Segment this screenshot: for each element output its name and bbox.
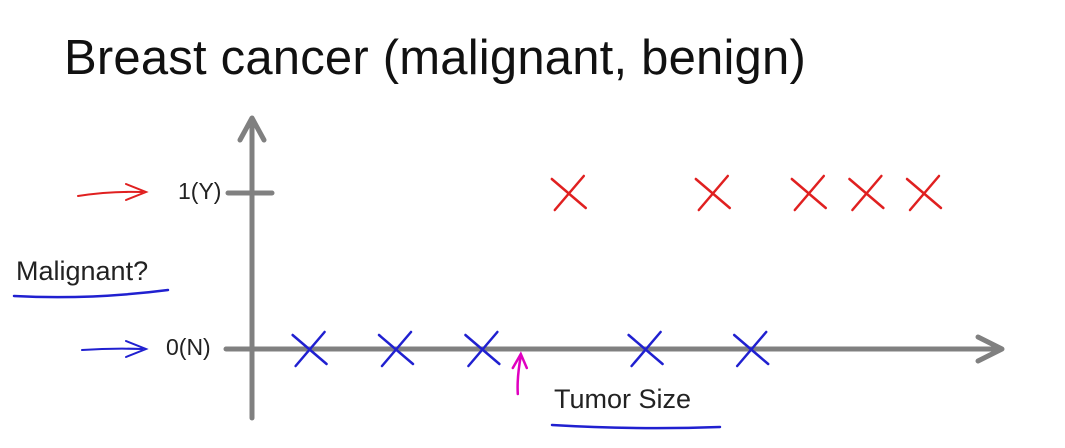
y-tick-label-0: 0(N) xyxy=(166,334,211,360)
series-0-point-3 xyxy=(848,174,885,212)
y-label-underline xyxy=(12,288,170,299)
y-tick-label-1: 1(Y) xyxy=(178,178,222,204)
series-1-point-3 xyxy=(627,330,664,368)
tick-pointer-arrow-0 xyxy=(81,340,149,358)
series-0-point-2 xyxy=(790,174,828,212)
series-1-point-2 xyxy=(464,330,501,368)
series-1-point-4 xyxy=(732,330,770,368)
y-axis-arrowhead xyxy=(237,115,267,143)
series-0-point-1 xyxy=(694,174,732,212)
series-0-point-4 xyxy=(905,174,943,212)
threshold-arrow xyxy=(511,351,529,396)
x-axis-arrowhead xyxy=(975,334,1005,364)
y-axis-label: Malignant? xyxy=(16,256,149,286)
x-label-underline xyxy=(550,423,722,430)
tick-pointer-arrow-1 xyxy=(77,183,149,201)
series-0-point-0 xyxy=(550,174,588,212)
x-axis-label: Tumor Size xyxy=(554,384,692,414)
series-1-point-0 xyxy=(291,330,328,368)
chart-title: Breast cancer (malignant, benign) xyxy=(64,31,806,85)
series-1-point-1 xyxy=(377,330,415,368)
